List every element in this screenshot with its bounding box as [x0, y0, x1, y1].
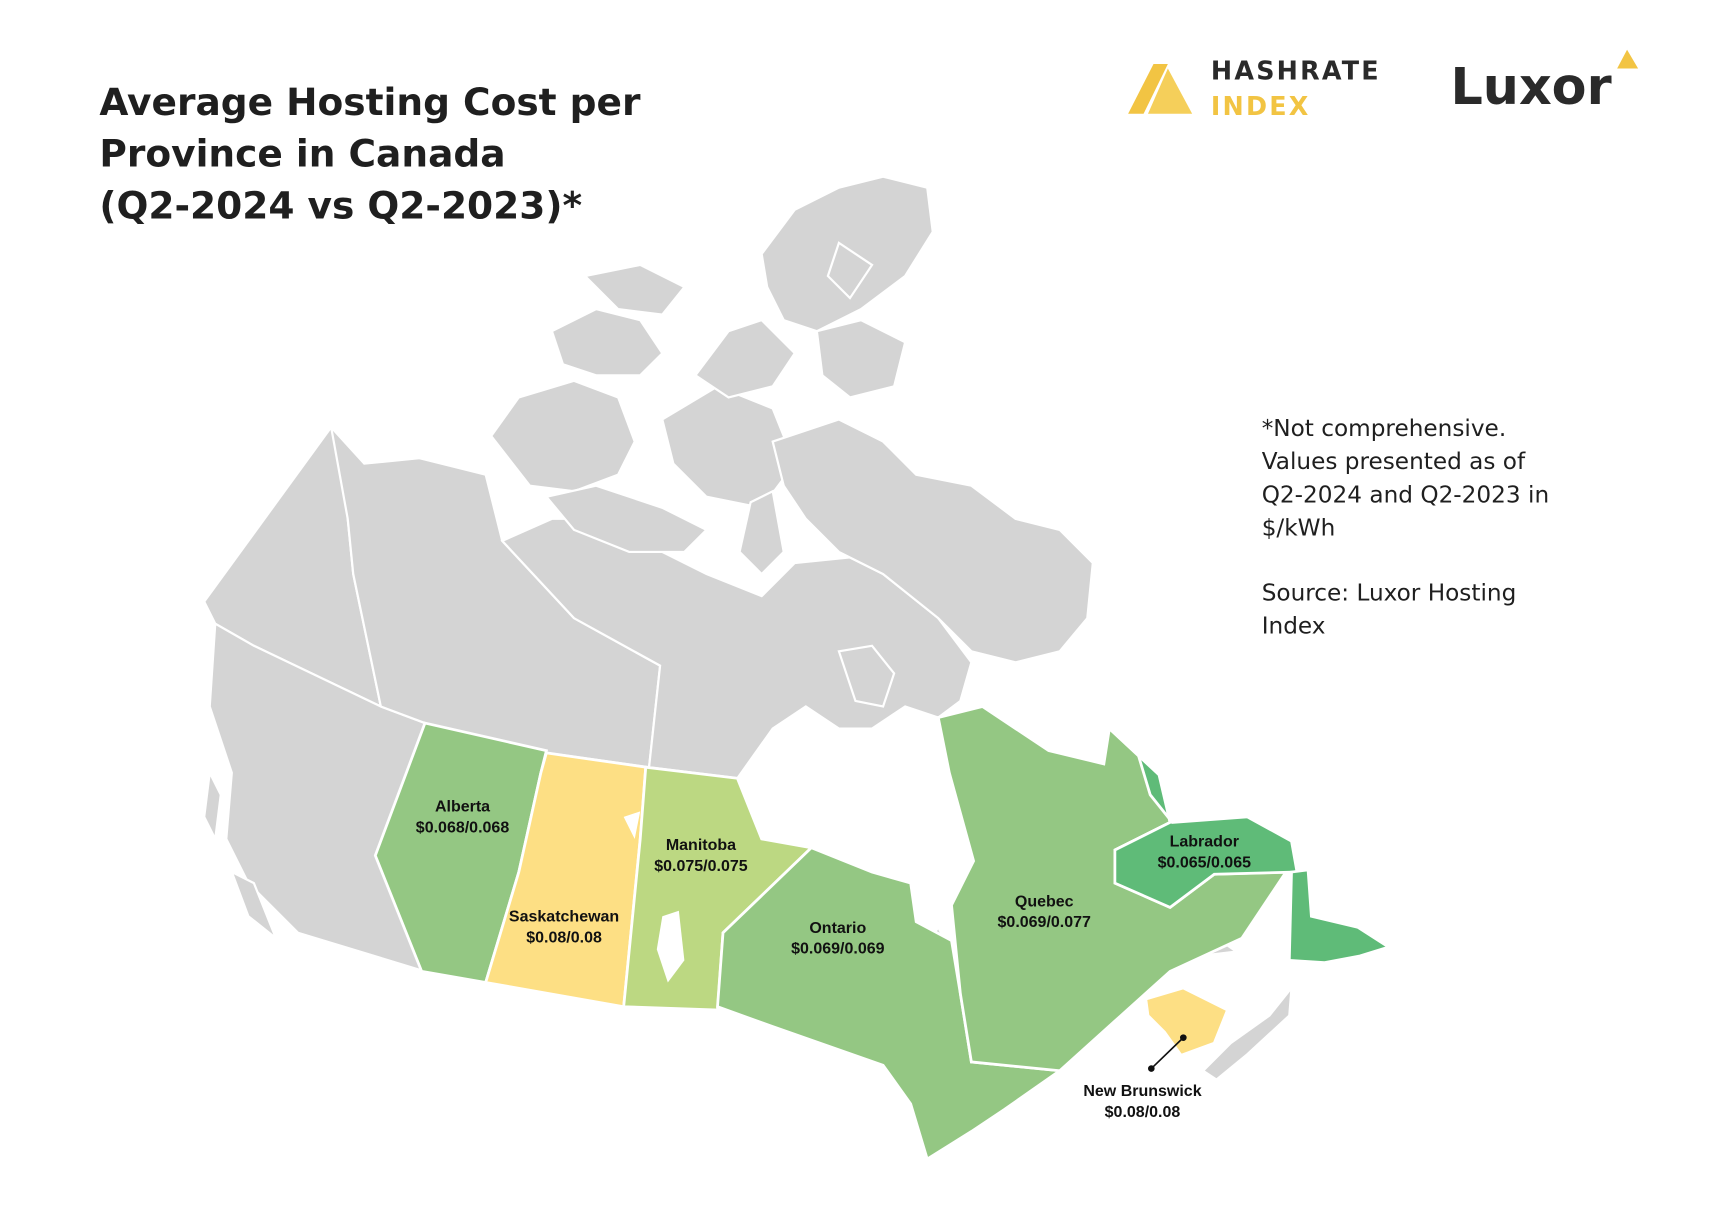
region-value: $0.069/0.069	[791, 941, 885, 958]
note-line: *Not comprehensive.	[1262, 415, 1507, 442]
region-labels: Alberta $0.068/0.068 Saskatchewan $0.08/…	[416, 798, 1251, 1121]
region-name: Manitoba	[666, 837, 736, 854]
note-line: Values presented as of	[1262, 448, 1526, 475]
logo-text: HASHRATE	[1211, 55, 1381, 85]
region-value: $0.068/0.068	[416, 819, 510, 836]
region-value: $0.075/0.075	[654, 858, 748, 875]
region-name: New Brunswick	[1083, 1083, 1201, 1100]
note-line: $/kWh	[1262, 514, 1336, 541]
title-line: (Q2-2024 vs Q2-2023)*	[99, 184, 582, 228]
region-name: Saskatchewan	[509, 909, 619, 926]
title-line: Average Hosting Cost per	[99, 80, 641, 124]
logo-text: INDEX	[1211, 91, 1311, 121]
luxor-logo: Luxor	[1450, 49, 1639, 116]
title-line: Province in Canada	[99, 132, 505, 176]
province-labrador	[1108, 727, 1299, 909]
hashrate-logo: HASHRATE INDEX	[1128, 55, 1381, 121]
region-value: $0.069/0.077	[998, 914, 1092, 931]
region-value: $0.08/0.08	[1105, 1104, 1181, 1121]
leader-dot	[1148, 1065, 1155, 1072]
source-line: Source: Luxor Hosting	[1262, 580, 1517, 607]
other-territories	[202, 175, 1293, 1081]
leader-line	[1150, 1037, 1184, 1070]
province-newfoundland	[1287, 868, 1392, 964]
province-quebec	[936, 704, 1289, 1073]
white-lakes	[623, 811, 685, 983]
logo-text: Luxor	[1450, 57, 1611, 116]
province-new-brunswick	[1144, 986, 1230, 1057]
region-value: $0.08/0.08	[526, 930, 602, 947]
region-name: Labrador	[1170, 834, 1239, 851]
region-value: $0.065/0.065	[1158, 855, 1252, 872]
region-name: Quebec	[1015, 893, 1074, 910]
leader-dot	[1180, 1034, 1187, 1041]
source-line: Index	[1262, 613, 1326, 640]
note-line: Q2-2024 and Q2-2023 in	[1262, 481, 1549, 508]
region-name: Alberta	[435, 798, 490, 815]
region-name: Ontario	[809, 920, 866, 937]
